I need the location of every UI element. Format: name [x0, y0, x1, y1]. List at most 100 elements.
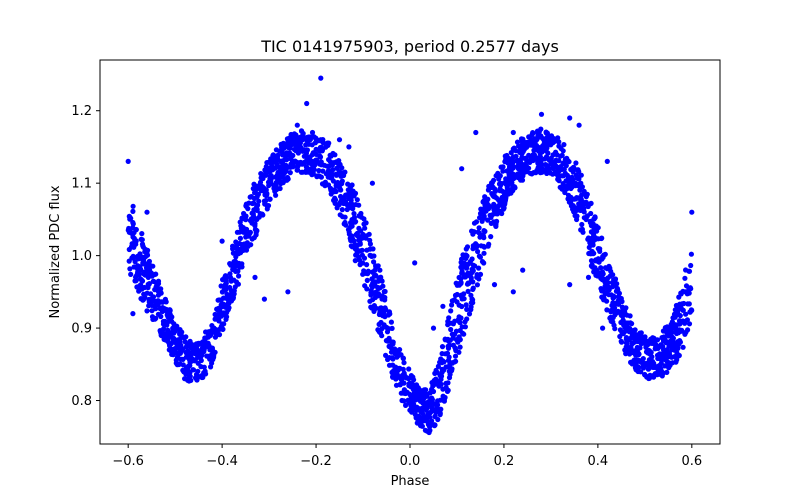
data-point — [317, 160, 323, 166]
data-point — [273, 183, 279, 189]
data-point — [234, 249, 240, 255]
data-point — [633, 332, 639, 338]
data-point — [433, 376, 439, 382]
data-point — [276, 173, 282, 179]
data-point — [428, 396, 434, 402]
data-point — [567, 282, 573, 288]
data-point — [184, 341, 190, 347]
data-point — [680, 344, 686, 350]
data-point — [176, 345, 182, 351]
data-point — [604, 298, 610, 304]
data-point — [142, 294, 148, 300]
data-point — [267, 173, 273, 179]
data-point — [388, 349, 395, 355]
data-point — [460, 330, 466, 336]
data-point — [604, 307, 610, 313]
data-point — [507, 165, 513, 171]
data-point — [177, 350, 183, 356]
data-point — [316, 168, 322, 174]
data-point — [339, 207, 345, 213]
data-point — [528, 157, 535, 163]
data-point — [266, 182, 272, 189]
data-point — [661, 355, 667, 361]
data-point — [457, 344, 463, 350]
data-point — [445, 357, 452, 363]
data-point — [363, 220, 369, 226]
data-point — [535, 159, 541, 165]
data-point — [382, 305, 388, 311]
data-point — [388, 319, 394, 325]
data-point — [430, 383, 436, 389]
data-point — [440, 386, 446, 392]
data-point — [424, 428, 430, 434]
data-point — [148, 300, 154, 306]
data-point — [539, 146, 545, 152]
data-point — [218, 324, 224, 330]
data-point — [553, 149, 559, 155]
data-point — [489, 181, 495, 187]
data-point — [335, 183, 341, 189]
data-point — [608, 309, 614, 315]
data-point — [590, 251, 596, 257]
data-point — [223, 275, 229, 281]
data-point — [359, 247, 365, 253]
data-point — [610, 319, 616, 325]
data-point — [665, 351, 671, 357]
data-point — [343, 222, 349, 228]
data-point — [131, 235, 137, 241]
data-point — [261, 296, 267, 302]
data-point — [377, 330, 384, 336]
data-point — [441, 397, 447, 404]
data-point — [618, 295, 624, 302]
data-point — [228, 262, 234, 268]
data-point — [444, 388, 451, 394]
data-point — [463, 265, 469, 271]
data-point — [247, 194, 253, 200]
data-point — [612, 301, 618, 307]
data-point — [496, 176, 502, 182]
data-point — [476, 253, 482, 259]
data-point — [452, 353, 459, 359]
data-point — [392, 364, 399, 370]
data-point — [618, 312, 624, 318]
data-point — [682, 331, 688, 337]
data-point — [385, 312, 392, 318]
data-point — [275, 152, 281, 158]
data-point — [294, 145, 300, 151]
data-point — [152, 298, 158, 304]
data-point — [389, 325, 395, 331]
data-point — [148, 270, 154, 276]
data-point — [525, 165, 531, 172]
data-point — [445, 345, 452, 351]
data-point — [614, 310, 620, 316]
x-tick-label: 0.2 — [494, 454, 515, 469]
data-point — [632, 337, 638, 343]
data-point — [399, 377, 405, 383]
data-point — [294, 122, 300, 128]
data-point — [489, 212, 496, 218]
data-point — [520, 143, 526, 150]
data-point — [543, 148, 549, 154]
data-point — [465, 261, 471, 267]
data-point — [676, 294, 682, 300]
data-point — [330, 178, 336, 184]
data-point — [580, 203, 586, 209]
data-point — [649, 358, 656, 365]
data-point — [349, 182, 355, 188]
data-point — [511, 145, 517, 151]
data-point — [125, 158, 131, 164]
data-point — [377, 305, 383, 311]
data-point — [469, 268, 475, 274]
data-point — [435, 363, 441, 369]
data-point — [157, 306, 163, 312]
y-tick-label: 0.9 — [71, 322, 92, 337]
data-point — [349, 223, 355, 229]
data-point — [410, 398, 417, 404]
data-point — [546, 166, 552, 172]
data-point — [449, 366, 455, 372]
data-point — [210, 356, 216, 363]
data-point — [445, 380, 451, 386]
data-point — [346, 193, 352, 199]
data-point — [548, 142, 554, 148]
data-point — [136, 288, 142, 294]
